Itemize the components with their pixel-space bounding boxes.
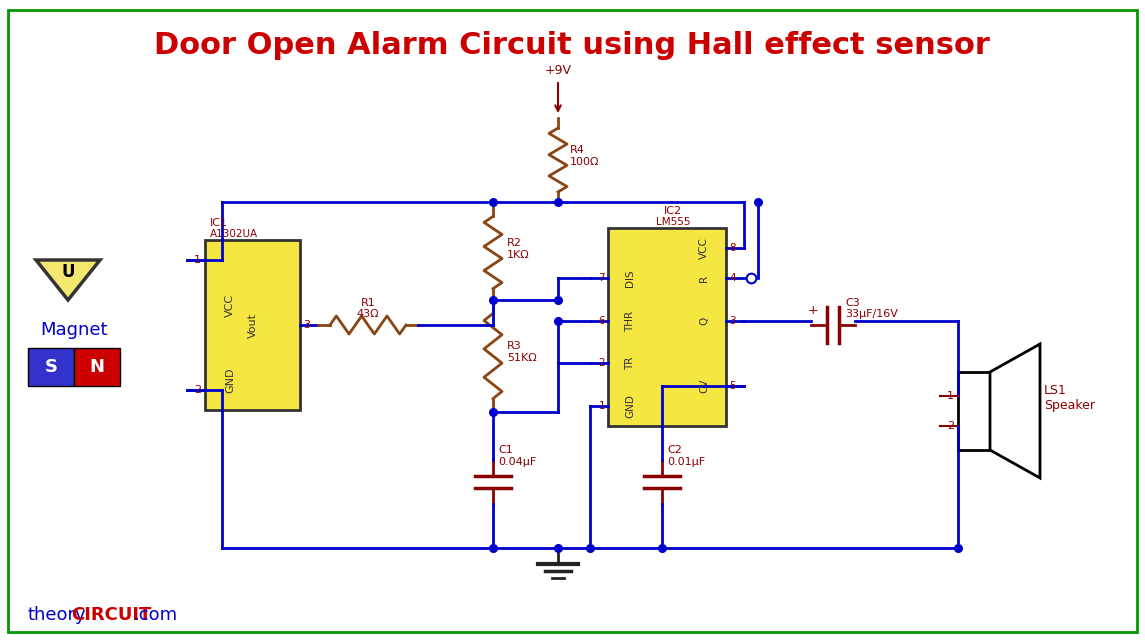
Text: 1: 1: [194, 255, 202, 265]
Text: 8: 8: [729, 243, 735, 253]
Text: S: S: [45, 358, 57, 376]
Text: +9V: +9V: [545, 64, 571, 77]
Text: VCC: VCC: [226, 293, 235, 316]
Text: R1: R1: [361, 298, 376, 308]
Bar: [27, 348, 74, 386]
Text: 0.01μF: 0.01μF: [668, 457, 705, 467]
Text: 7: 7: [599, 273, 605, 283]
Bar: [608, 228, 726, 426]
Text: R: R: [698, 275, 709, 282]
Text: Speaker: Speaker: [1044, 399, 1095, 413]
Text: LS1: LS1: [1044, 383, 1067, 397]
Text: 33μF/16V: 33μF/16V: [845, 309, 898, 319]
Polygon shape: [990, 344, 1040, 478]
Text: 51KΩ: 51KΩ: [507, 353, 537, 363]
Text: 1: 1: [947, 391, 954, 401]
Text: GND: GND: [625, 394, 635, 418]
Text: LM555: LM555: [656, 217, 690, 227]
Text: Vout: Vout: [247, 312, 258, 338]
Text: 5: 5: [729, 381, 735, 391]
Text: R4: R4: [570, 145, 585, 155]
Text: THR: THR: [625, 311, 635, 332]
Text: C2: C2: [668, 445, 682, 455]
Text: 2: 2: [194, 385, 202, 395]
Text: Door Open Alarm Circuit using Hall effect sensor: Door Open Alarm Circuit using Hall effec…: [155, 30, 990, 60]
Text: DIS: DIS: [625, 269, 635, 287]
Text: VCC: VCC: [698, 237, 709, 259]
Text: .com: .com: [133, 606, 177, 624]
Text: +: +: [807, 305, 819, 318]
Text: 6: 6: [599, 316, 605, 326]
Text: Magnet: Magnet: [40, 321, 108, 339]
Text: CIRCUIT: CIRCUIT: [71, 606, 151, 624]
Text: theory: theory: [27, 606, 87, 624]
Text: Q: Q: [698, 317, 709, 325]
Text: TR: TR: [625, 356, 635, 370]
Text: 2: 2: [599, 358, 605, 368]
Text: A1302UA: A1302UA: [210, 229, 258, 239]
Text: U: U: [61, 263, 74, 281]
Text: GND: GND: [226, 367, 235, 393]
Bar: [958, 372, 990, 450]
Text: 1: 1: [599, 401, 605, 411]
Text: 3: 3: [729, 316, 735, 326]
Text: 4: 4: [729, 273, 735, 283]
Text: R3: R3: [507, 341, 522, 351]
Bar: [74, 348, 120, 386]
Text: IC2: IC2: [664, 206, 682, 216]
Text: N: N: [89, 358, 104, 376]
Text: 100Ω: 100Ω: [570, 157, 600, 167]
Text: 0.04μF: 0.04μF: [498, 457, 536, 467]
Text: 1KΩ: 1KΩ: [507, 249, 530, 260]
Text: IC1: IC1: [210, 218, 228, 228]
Text: 3: 3: [303, 320, 310, 330]
Bar: [205, 240, 300, 410]
Text: 43Ω: 43Ω: [357, 309, 379, 319]
Text: C1: C1: [498, 445, 513, 455]
Polygon shape: [35, 260, 100, 300]
Text: 2: 2: [947, 421, 954, 431]
Text: CV: CV: [698, 379, 709, 394]
Text: R2: R2: [507, 237, 522, 248]
Text: C3: C3: [845, 298, 860, 308]
